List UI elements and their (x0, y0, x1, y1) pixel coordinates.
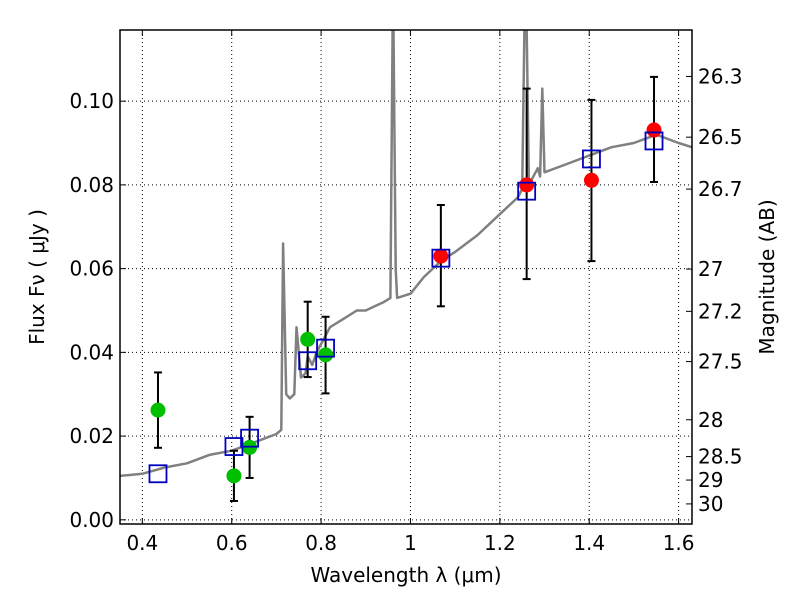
photometry-point (150, 402, 166, 418)
model-spectrum-line (120, 30, 692, 478)
y2-tick-label: 30 (698, 492, 723, 516)
model-spectrum (120, 30, 692, 478)
y-tick-label: 0.04 (69, 340, 114, 364)
x-tick-label: 1.6 (663, 531, 695, 555)
model-flux-square (431, 248, 451, 268)
axis-ticks (120, 30, 692, 524)
y-tick-label: 0.02 (69, 424, 114, 448)
model-flux-square (582, 149, 601, 169)
x-tick-label: 1 (404, 531, 417, 555)
photometry-point (583, 172, 599, 188)
y-tick-label: 0.00 (69, 508, 114, 532)
y-tick-label: 0.08 (69, 173, 114, 197)
x-axis-title: Wavelength λ (μm) (310, 563, 501, 587)
y2-tick-label: 28 (698, 408, 723, 432)
model-flux-square (316, 338, 335, 358)
x-tick-label: 0.8 (305, 531, 337, 555)
y-tick-label: 0.10 (69, 89, 114, 113)
plot-frame (119, 29, 693, 525)
photometry-point (226, 468, 242, 484)
model-flux-square (240, 428, 259, 448)
model-flux-square (298, 351, 318, 371)
photometry-point (318, 347, 334, 363)
y2-tick-label: 29 (698, 468, 723, 492)
model-flux-square (517, 181, 537, 201)
photometry-point (646, 122, 662, 138)
y2-tick-label: 27.2 (698, 299, 743, 323)
model-flux-square (644, 131, 664, 151)
x-tick-label: 0.4 (126, 531, 158, 555)
photometry-point (519, 177, 535, 193)
tick-labels: 0.4 0.6 0.8 1 1.2 1.4 1.6 0.00 0.02 0.04 0.06 0.08 0… (69, 64, 742, 555)
photometry-point (433, 248, 449, 264)
model-flux-square (148, 464, 168, 484)
grid-lines (120, 30, 692, 524)
y-axis-title: Flux Fν ( μJy ) (25, 209, 49, 345)
y2-tick-label: 27.5 (698, 350, 743, 374)
y2-tick-label: 28.5 (698, 445, 743, 469)
y-tick-label: 0.06 (69, 257, 114, 281)
data-markers (148, 122, 664, 484)
y2-axis-title: Magnitude (AB) (755, 199, 779, 354)
y2-tick-label: 26.3 (698, 64, 743, 88)
x-tick-label: 1.2 (484, 531, 516, 555)
y2-tick-label: 27 (698, 257, 723, 281)
x-tick-label: 1.4 (573, 531, 605, 555)
y2-tick-label: 26.5 (698, 125, 743, 149)
x-tick-label: 0.6 (216, 531, 248, 555)
y2-tick-label: 26.7 (698, 177, 743, 201)
photometry-point (300, 331, 316, 347)
